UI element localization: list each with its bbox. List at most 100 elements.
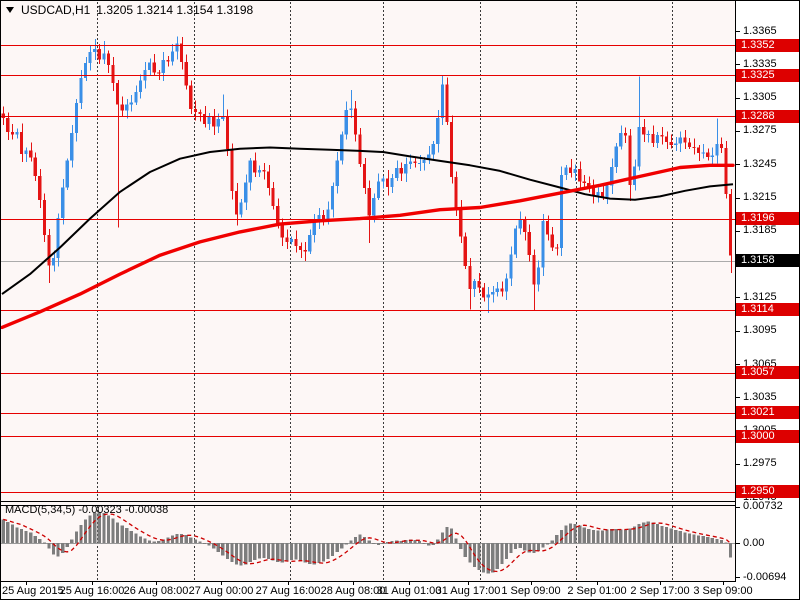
macd-histogram-bar — [422, 543, 426, 544]
macd-histogram-bar — [555, 535, 559, 543]
macd-histogram-bar — [427, 543, 431, 546]
macd-histogram-bar — [536, 543, 541, 551]
macd-axis-label: -0.00694 — [743, 570, 787, 583]
candle-body — [692, 146, 696, 148]
macd-histogram-bar — [367, 540, 371, 543]
macd-histogram-bar — [125, 528, 129, 543]
candle-body — [697, 147, 701, 153]
macd-histogram-bar — [331, 543, 335, 556]
candle-body — [317, 215, 321, 221]
macd-histogram-bar — [285, 543, 289, 562]
macd-histogram-bar — [111, 518, 115, 543]
macd-histogram-bar — [253, 543, 257, 560]
macd-axis-label: 0.00 — [743, 536, 765, 549]
macd-histogram-bar — [266, 543, 271, 559]
macd-histogram-bar — [614, 528, 618, 543]
macd-histogram-bar — [207, 543, 211, 546]
candle-body — [683, 137, 687, 143]
macd-histogram-bar — [646, 521, 650, 543]
candle-body — [70, 133, 74, 161]
macd-histogram-bar — [239, 543, 243, 566]
candle-body — [193, 108, 197, 113]
macd-histogram-bar — [413, 540, 417, 543]
macd-histogram-bar — [56, 543, 60, 557]
candle-body — [596, 192, 600, 196]
candle-body — [445, 84, 449, 123]
candle-body — [115, 83, 120, 105]
macd-histogram-bar — [715, 538, 719, 543]
candle-body — [523, 219, 527, 233]
macd-histogram-bar — [353, 536, 358, 543]
candle-body — [477, 281, 481, 288]
candle-body — [504, 278, 509, 292]
macd-histogram-bar — [491, 543, 495, 573]
macd-histogram-bar — [573, 523, 577, 543]
price-axis-label: 1.3095 — [743, 324, 777, 337]
macd-histogram-bar — [74, 531, 78, 543]
candle-body — [559, 174, 563, 249]
candle-body — [536, 267, 541, 285]
macd-histogram-bar — [24, 530, 28, 543]
macd-histogram-bar — [102, 512, 106, 543]
macd-histogram-bar — [175, 534, 179, 543]
macd-histogram-bar — [312, 543, 316, 565]
candle-body — [253, 160, 257, 173]
candle-body — [189, 85, 193, 109]
price-axis-label: 1.3335 — [743, 57, 777, 70]
candle-body — [244, 182, 248, 203]
macd-histogram-bar — [294, 543, 298, 560]
candle-body — [166, 60, 170, 62]
candle-body — [308, 235, 312, 252]
candle-body — [422, 160, 426, 163]
macd-histogram-bar — [701, 536, 705, 543]
candle-body — [527, 232, 531, 255]
candle-body — [541, 220, 545, 268]
candle-body — [468, 266, 472, 289]
price-axis-label: 1.3245 — [743, 157, 777, 170]
price-axis-label: 1.3365 — [743, 24, 777, 37]
candle-body — [125, 104, 129, 111]
candle-body — [449, 122, 454, 178]
candle-body — [102, 53, 106, 60]
macd-histogram-bar — [408, 539, 412, 543]
candle-body — [180, 43, 184, 62]
candle-body — [138, 80, 143, 93]
candle-body — [42, 199, 46, 235]
macd-histogram-bar — [518, 543, 522, 549]
chart-background — [1, 1, 735, 581]
candle-body — [285, 237, 289, 242]
price-axis-label: 1.3305 — [743, 91, 777, 104]
candle-body — [61, 187, 65, 218]
macd-histogram-bar — [349, 540, 353, 543]
time-axis-label: 31 Aug 01:00 — [376, 585, 442, 597]
candle-body — [514, 228, 518, 255]
quick-trade-arrow-icon[interactable] — [6, 7, 14, 13]
price-axis-label: 1.3125 — [743, 290, 777, 303]
macd-histogram-bar — [660, 525, 664, 543]
macd-histogram-bar — [664, 527, 669, 543]
candle-body — [724, 148, 728, 195]
macd-histogram-bar — [706, 537, 710, 543]
candle-body — [436, 118, 440, 145]
macd-histogram-bar — [477, 543, 481, 571]
candle-body — [29, 150, 33, 158]
candle-body — [719, 143, 724, 149]
candle-body — [221, 116, 225, 119]
time-axis-label: 3 Sep 09:00 — [693, 585, 753, 597]
macd-histogram-bar — [93, 512, 97, 543]
candle-body — [459, 207, 463, 237]
time-axis-label: 26 Aug 08:00 — [123, 585, 189, 597]
price-axis-label: 1.3035 — [743, 390, 777, 403]
candle-body — [363, 163, 367, 188]
macd-histogram-bar — [289, 543, 294, 561]
macd-axis-label: 0.00732 — [743, 500, 783, 513]
macd-histogram-bar — [500, 543, 504, 565]
candle-body — [106, 53, 111, 66]
time-axis-label: 27 Aug 00:00 — [188, 585, 254, 597]
candle-body — [385, 178, 390, 188]
macd-histogram-bar — [244, 543, 248, 565]
candle-body — [97, 49, 101, 60]
macd-histogram-bar — [271, 543, 275, 561]
macd-histogram-bar — [523, 543, 527, 551]
